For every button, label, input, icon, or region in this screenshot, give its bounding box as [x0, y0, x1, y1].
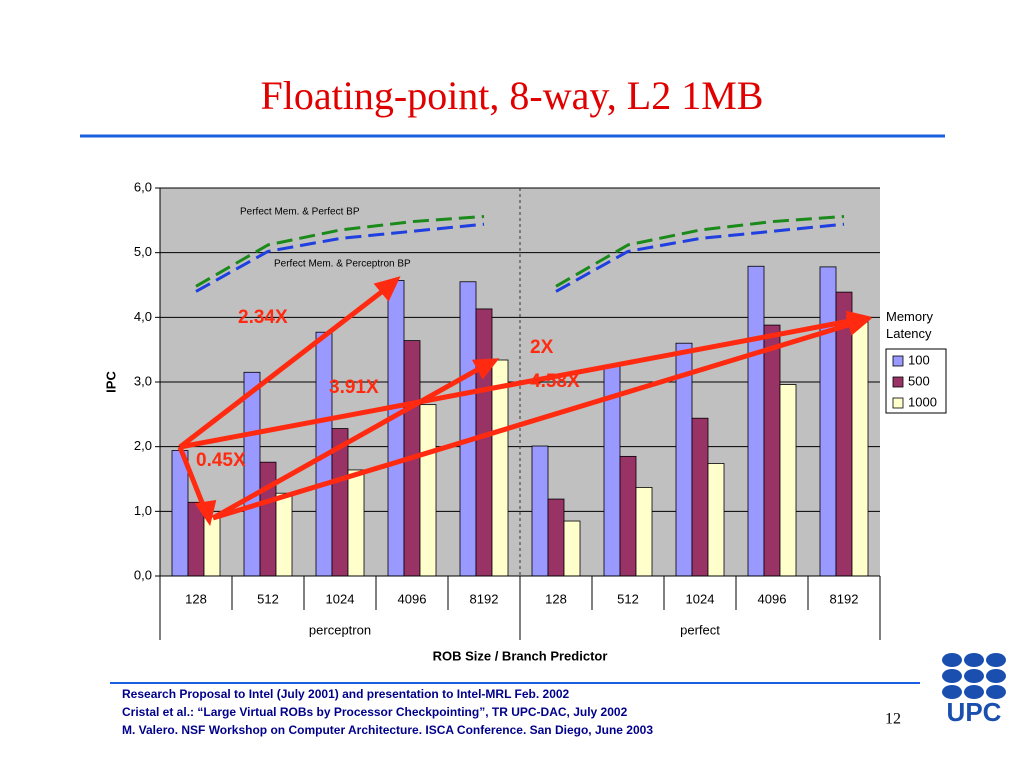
legend-label: 100 — [908, 352, 930, 367]
y-tick-label: 5,0 — [134, 244, 152, 259]
line-label: Perfect Mem. & Perceptron BP — [274, 259, 411, 270]
x-tick-label: 8192 — [830, 591, 859, 606]
bar — [619, 455, 637, 577]
x-tick-label: 512 — [257, 591, 279, 606]
logo-text: UPC — [947, 697, 1002, 727]
bar — [763, 324, 781, 577]
arrowhead — [373, 276, 401, 302]
y-tick-label: 0,0 — [134, 567, 152, 582]
annotation: 4.58X — [530, 371, 580, 392]
footer-line: Research Proposal to Intel (July 2001) a… — [122, 687, 570, 701]
y-tick-label: 3,0 — [134, 373, 152, 388]
bar — [779, 384, 797, 577]
bar — [275, 492, 293, 577]
bar — [835, 291, 853, 577]
bar — [563, 520, 581, 577]
bar — [459, 281, 477, 577]
bar — [547, 498, 565, 577]
legend-title: Memory Latency — [886, 309, 933, 341]
bar — [531, 445, 549, 577]
bar — [419, 404, 437, 577]
legend-swatch — [892, 376, 904, 388]
annotation: 0.45X — [196, 450, 246, 471]
bar — [203, 516, 221, 577]
annotation: 2X — [530, 337, 554, 358]
arrow — [179, 317, 856, 450]
footer-line: M. Valero. NSF Workshop on Computer Arch… — [122, 723, 653, 737]
arrowhead — [471, 358, 500, 380]
line-series — [195, 222, 485, 293]
arrows — [177, 276, 873, 527]
bar — [491, 359, 509, 577]
x-tick-label: 4096 — [398, 591, 427, 606]
line-series — [195, 214, 485, 288]
annotation: 2.34X — [238, 307, 288, 328]
x-tick-label: 1024 — [686, 591, 715, 606]
y-tick-label: 2,0 — [134, 438, 152, 453]
arrow — [178, 285, 390, 449]
bar — [707, 463, 725, 577]
bar — [259, 461, 277, 577]
x-tick-label: 4096 — [758, 591, 787, 606]
line-series — [555, 214, 845, 288]
bar — [171, 450, 189, 577]
x-tick-label: 512 — [617, 591, 639, 606]
legend-swatch — [892, 355, 904, 367]
arrowhead — [194, 500, 217, 527]
y-tick-label: 1,0 — [134, 503, 152, 518]
bar — [851, 321, 869, 577]
x-axis-title: ROB Size / Branch Predictor — [433, 648, 608, 663]
group-label: perceptron — [309, 622, 371, 637]
group-label: perfect — [680, 622, 720, 637]
slide-title: Floating-point, 8-way, L2 1MB — [261, 73, 764, 118]
x-tick-label: 128 — [545, 591, 567, 606]
x-tick-label: 8192 — [470, 591, 499, 606]
y-tick-label: 6,0 — [134, 179, 152, 194]
x-tick-label: 1024 — [326, 591, 355, 606]
bar — [243, 371, 261, 577]
bar — [747, 265, 765, 577]
page-number: 12 — [885, 711, 901, 728]
arrowhead — [845, 315, 873, 336]
line-series — [555, 222, 845, 293]
footer-line: Cristal et al.: “Large Virtual ROBs by P… — [122, 705, 628, 719]
legend-label: 1000 — [908, 394, 937, 409]
legend-swatch — [892, 397, 904, 409]
arrow — [177, 446, 208, 511]
legend-label: 500 — [908, 373, 930, 388]
logo-dots — [942, 653, 1006, 699]
bar — [475, 308, 493, 577]
bar — [819, 266, 837, 577]
bar — [635, 487, 653, 577]
x-tick-label: 128 — [185, 591, 207, 606]
bar — [347, 469, 365, 577]
bar — [387, 280, 405, 577]
annotation: 3.91X — [329, 377, 379, 398]
y-tick-label: 4,0 — [134, 309, 152, 324]
arrow — [212, 320, 856, 521]
y-axis-title: IPC — [103, 371, 118, 393]
arrow — [211, 363, 486, 521]
line-label: Perfect Mem. & Perfect BP — [240, 207, 360, 218]
bar — [691, 417, 709, 577]
